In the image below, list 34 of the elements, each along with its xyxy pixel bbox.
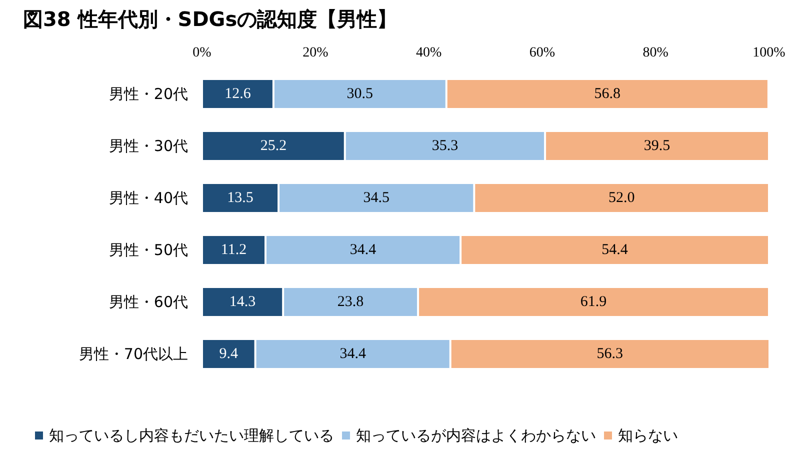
y-tick-label: 男性・50代 [108, 241, 188, 259]
x-tick-label: 60% [529, 46, 556, 60]
data-label: 13.5 [227, 190, 254, 206]
data-label: 52.0 [608, 190, 635, 206]
y-tick-label: 男性・20代 [108, 85, 188, 103]
data-label: 34.5 [363, 190, 390, 206]
data-label: 56.3 [596, 346, 624, 362]
data-label: 61.9 [580, 294, 607, 310]
data-label: 54.4 [602, 242, 628, 258]
x-tick-label: 0% [192, 46, 212, 60]
chart-title: 図38 性年代別・SDGsの認知度【男性】 [23, 7, 398, 31]
legend-label: 知らない [618, 426, 678, 444]
data-label: 12.6 [224, 86, 252, 102]
x-tick-label: 80% [642, 46, 669, 60]
legend-label: 知っているが内容はよくわからない [356, 426, 596, 444]
data-label: 34.4 [340, 346, 366, 362]
data-label: 14.3 [229, 294, 256, 310]
data-label: 11.2 [220, 242, 247, 258]
data-label: 56.8 [594, 86, 621, 102]
data-label: 9.4 [219, 346, 239, 362]
x-tick-label: 100% [752, 46, 786, 60]
y-tick-label: 男性・30代 [108, 137, 188, 155]
data-label: 39.5 [644, 138, 670, 154]
y-tick-label: 男性・70代以上 [78, 345, 188, 363]
data-label: 30.5 [346, 86, 374, 102]
x-tick-label: 40% [416, 46, 442, 60]
y-tick-label: 男性・60代 [108, 293, 188, 311]
data-label: 35.3 [432, 138, 458, 154]
data-label: 34.4 [350, 242, 377, 258]
data-label: 25.2 [260, 138, 287, 154]
legend-label: 知っているし内容もだいたい理解している [49, 426, 334, 444]
data-label: 23.8 [337, 294, 364, 310]
x-tick-label: 20% [302, 46, 329, 60]
y-tick-label: 男性・40代 [108, 189, 188, 207]
